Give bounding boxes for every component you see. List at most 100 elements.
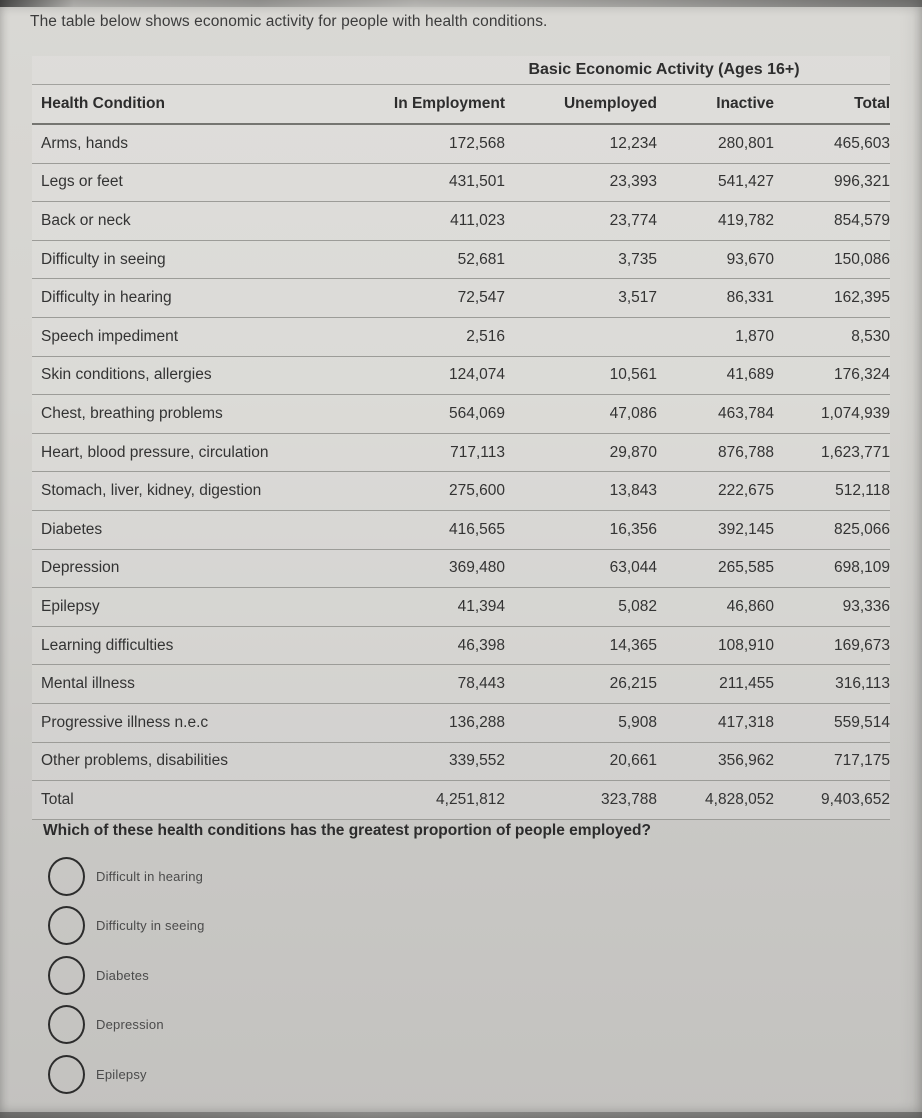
row-total: 512,118 bbox=[835, 482, 890, 500]
row-total: 854,579 bbox=[833, 211, 890, 229]
row-condition: Progressive illness n.e.c bbox=[41, 713, 209, 731]
row-unemployed: 3,517 bbox=[618, 289, 657, 307]
table-row: Difficulty in hearing 72,547 3,517 86,33… bbox=[32, 279, 890, 318]
row-total: 717,175 bbox=[833, 752, 890, 770]
table-row: Depression 369,480 63,044 265,585 698,10… bbox=[32, 549, 890, 589]
radio-button-icon[interactable] bbox=[48, 955, 85, 995]
row-inactive: 392,145 bbox=[717, 520, 774, 538]
row-condition: Learning difficulties bbox=[41, 636, 174, 654]
row-inactive: 46,860 bbox=[726, 597, 774, 615]
column-header-health-condition: Health Condition bbox=[41, 95, 165, 112]
table-row: Learning difficulties 46,398 14,365 108,… bbox=[32, 626, 890, 666]
row-unemployed: 323,788 bbox=[600, 790, 657, 808]
row-in-employment: 339,552 bbox=[448, 752, 505, 770]
option-label: Difficult in hearing bbox=[96, 868, 204, 884]
option-epilepsy[interactable]: Epilepsy bbox=[0, 1054, 205, 1094]
row-unemployed: 5,908 bbox=[618, 713, 657, 731]
row-inactive: 108,910 bbox=[717, 636, 774, 654]
table-row: Skin conditions, allergies 124,074 10,56… bbox=[32, 356, 890, 396]
row-unemployed: 63,044 bbox=[609, 559, 657, 577]
row-total: 465,603 bbox=[833, 134, 890, 152]
row-inactive: 417,318 bbox=[717, 713, 774, 731]
table-row: Chest, breathing problems 564,069 47,086… bbox=[32, 395, 890, 434]
row-inactive: 41,689 bbox=[726, 366, 774, 384]
table-row: Back or neck 411,023 23,774 419,782 854,… bbox=[32, 202, 890, 241]
option-difficult-in-hearing[interactable]: Difficult in hearing bbox=[0, 856, 205, 896]
row-total: 1,074,939 bbox=[821, 404, 890, 422]
row-unemployed: 3,735 bbox=[618, 250, 657, 268]
table-row: Diabetes 416,565 16,356 392,145 825,066 bbox=[32, 510, 890, 550]
row-inactive: 356,962 bbox=[717, 752, 774, 770]
column-header-in-employment: In Employment bbox=[393, 95, 505, 112]
row-total: 825,066 bbox=[833, 520, 890, 538]
row-total: 698,109 bbox=[833, 559, 890, 577]
table-total-row: Total 4,251,812 323,788 4,828,052 9,403,… bbox=[32, 781, 890, 820]
row-unemployed: 26,215 bbox=[609, 675, 657, 693]
row-in-employment: 72,547 bbox=[457, 289, 505, 307]
radio-button-icon[interactable] bbox=[48, 1054, 85, 1094]
economic-activity-table: Basic Economic Activity (Ages 16+) Healt… bbox=[32, 56, 890, 820]
row-in-employment: 52,681 bbox=[457, 250, 505, 268]
row-unemployed: 23,774 bbox=[609, 211, 657, 229]
row-total: 1,623,771 bbox=[821, 443, 890, 461]
option-label: Diabetes bbox=[96, 967, 149, 983]
radio-button-icon[interactable] bbox=[48, 906, 85, 945]
row-condition: Other problems, disabilities bbox=[41, 752, 228, 770]
radio-button-icon[interactable] bbox=[48, 1005, 85, 1044]
row-condition: Speech impediment bbox=[41, 327, 178, 345]
column-header-inactive: Inactive bbox=[716, 95, 774, 112]
row-condition: Difficulty in hearing bbox=[41, 289, 172, 307]
row-inactive: 222,675 bbox=[717, 482, 774, 500]
row-in-employment: 416,565 bbox=[448, 520, 505, 538]
row-inactive: 419,782 bbox=[717, 211, 774, 229]
row-total: 316,113 bbox=[835, 675, 890, 693]
option-depression[interactable]: Depression bbox=[0, 1005, 205, 1045]
option-diabetes[interactable]: Diabetes bbox=[0, 955, 205, 995]
row-in-employment: 2,516 bbox=[466, 327, 505, 345]
row-total: 996,321 bbox=[833, 173, 890, 191]
row-in-employment: 369,480 bbox=[448, 559, 505, 577]
row-total: 8,530 bbox=[851, 327, 890, 345]
option-difficulty-in-seeing[interactable]: Difficulty in seeing bbox=[0, 906, 205, 946]
row-condition: Chest, breathing problems bbox=[41, 404, 223, 422]
row-unemployed: 16,356 bbox=[609, 520, 657, 538]
row-in-employment: 431,501 bbox=[448, 173, 505, 191]
row-condition: Depression bbox=[41, 559, 120, 577]
row-total: 176,324 bbox=[833, 366, 890, 384]
row-condition: Diabetes bbox=[41, 520, 103, 538]
option-label: Depression bbox=[96, 1017, 164, 1032]
row-unemployed: 10,561 bbox=[609, 366, 657, 384]
row-condition: Heart, blood pressure, circulation bbox=[41, 443, 269, 461]
row-condition: Total bbox=[41, 790, 74, 808]
column-header-total: Total bbox=[854, 95, 890, 112]
row-inactive: 86,331 bbox=[726, 289, 774, 307]
row-in-employment: 78,443 bbox=[457, 675, 505, 693]
option-label: Epilepsy bbox=[96, 1066, 147, 1082]
row-inactive: 265,585 bbox=[717, 559, 774, 577]
row-total: 169,673 bbox=[833, 636, 890, 654]
row-unemployed: 29,870 bbox=[609, 443, 657, 461]
radio-button-icon[interactable] bbox=[48, 856, 85, 896]
row-in-employment: 717,113 bbox=[450, 443, 505, 461]
column-header-unemployed: Unemployed bbox=[563, 95, 657, 112]
row-unemployed: 20,661 bbox=[609, 752, 657, 770]
row-inactive: 280,801 bbox=[717, 134, 774, 152]
row-in-employment: 564,069 bbox=[448, 404, 505, 422]
row-inactive: 4,828,052 bbox=[705, 790, 774, 808]
table-title: Basic Economic Activity (Ages 16+) bbox=[528, 61, 800, 78]
row-total: 559,514 bbox=[833, 713, 890, 731]
row-in-employment: 124,074 bbox=[448, 366, 505, 384]
row-in-employment: 136,288 bbox=[448, 713, 505, 731]
row-in-employment: 46,398 bbox=[457, 636, 505, 654]
row-unemployed: 23,393 bbox=[609, 173, 657, 191]
row-in-employment: 41,394 bbox=[457, 597, 505, 615]
row-total: 9,403,652 bbox=[821, 790, 890, 808]
row-unemployed: 13,843 bbox=[609, 482, 657, 500]
table-header-row: Health Condition In Employment Unemploye… bbox=[32, 85, 890, 125]
row-condition: Back or neck bbox=[41, 211, 131, 229]
row-condition: Stomach, liver, kidney, digestion bbox=[41, 482, 262, 500]
table-row: Progressive illness n.e.c 136,288 5,908 … bbox=[32, 703, 890, 743]
row-in-employment: 411,023 bbox=[450, 211, 505, 229]
table-row: Arms, hands 172,568 12,234 280,801 465,6… bbox=[32, 125, 890, 164]
